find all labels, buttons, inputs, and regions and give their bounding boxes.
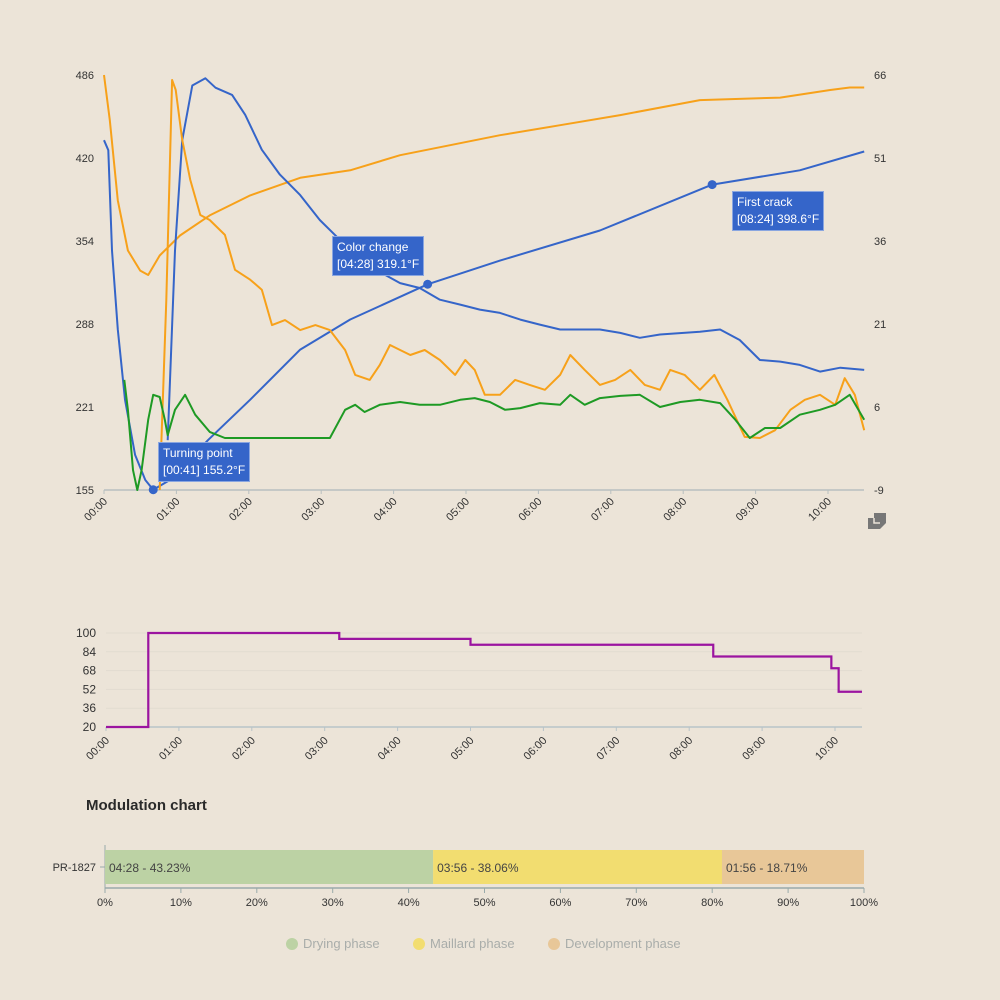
y-axis-tick-label: 20 (83, 720, 97, 734)
y-axis-tick-label: 84 (83, 645, 97, 659)
phase-bar-maillard-phase (433, 850, 722, 884)
phase-bar-label: 01:56 - 18.71% (726, 861, 808, 875)
annotation-marker (423, 279, 433, 289)
x-axis-tick-label: 02:00 (227, 496, 255, 524)
x-axis-tick-label: 01:00 (157, 735, 185, 763)
annotation-first-crack: First crack [08:24] 398.6°F (732, 191, 825, 231)
annotation-detail: [00:41] 155.2°F (163, 463, 246, 477)
x-axis-tick-label: 05:00 (444, 496, 472, 524)
legend-dot (286, 937, 298, 950)
x-axis-tick-label: 10:00 (813, 735, 841, 763)
category-label: PR-1827 (53, 862, 96, 874)
phase-bar-label: 03:56 - 38.06% (437, 861, 519, 875)
y-axis-tick-label: 68 (83, 664, 97, 678)
x-axis-tick-label: 70% (625, 897, 647, 909)
annotation-marker (148, 485, 158, 495)
x-axis-tick-label: 90% (777, 897, 799, 909)
x-axis-tick-label: 05:00 (449, 735, 477, 763)
legend-dot (413, 937, 425, 950)
x-axis-tick-label: 09:00 (740, 735, 768, 763)
legend-drying[interactable]: Drying phase (286, 936, 380, 951)
x-axis-tick-label: 50% (473, 897, 495, 909)
ror-bean-line (166, 77, 865, 441)
ror-env-line (158, 79, 866, 491)
annotation-title: First crack (737, 195, 793, 209)
x-axis-tick-label: 04:00 (376, 735, 404, 763)
x-axis-tick-label: 07:00 (589, 496, 617, 524)
left-axis-tick-label: 420 (76, 153, 94, 165)
x-axis-tick-label: 08:00 (661, 496, 689, 524)
roast-temperature-chart: 155 221 288 354 420 486 -9 6 21 36 51 66 00:00 01:00 0… (76, 70, 887, 524)
bean-temp-line (103, 139, 865, 491)
modulation-line (106, 631, 862, 729)
annotation-turning-point: Turning point [00:41] 155.2°F (158, 442, 251, 482)
x-axis-tick-label: 04:00 (372, 496, 400, 524)
right-axis-tick-label: 36 (874, 236, 886, 248)
y-axis-tick-label: 36 (83, 701, 97, 715)
annotation-detail: [08:24] 398.6°F (737, 212, 820, 226)
env-temp-line (103, 74, 865, 276)
phase-bar-label: 04:28 - 43.23% (109, 861, 191, 875)
x-axis-tick-label: 80% (701, 897, 723, 909)
phase-bar-drying-phase (105, 850, 434, 884)
phase-bar-development-phase (721, 850, 864, 884)
right-axis-tick-label: 66 (874, 70, 886, 82)
x-axis-tick-label: 00:00 (82, 496, 110, 524)
x-axis-tick-label: 06:00 (522, 735, 550, 763)
legend-label: Development phase (565, 936, 681, 951)
left-axis-tick-label: 155 (76, 485, 94, 497)
legend-label: Drying phase (303, 936, 380, 951)
annotation-marker (707, 180, 717, 190)
y-axis-tick-label: 52 (83, 682, 97, 696)
left-axis-tick-label: 288 (76, 319, 94, 331)
x-axis-tick-label: 01:00 (155, 496, 183, 524)
right-axis-tick-label: -9 (874, 485, 884, 497)
x-axis-tick-label: 02:00 (230, 735, 258, 763)
x-axis-tick-label: 00:00 (84, 735, 112, 763)
right-axis-tick-label: 6 (874, 402, 880, 414)
right-axis-tick-label: 51 (874, 153, 886, 165)
x-axis-tick-label: 08:00 (667, 735, 695, 763)
x-axis-tick-label: 03:00 (299, 496, 327, 524)
x-axis-tick-label: 100% (850, 897, 878, 909)
x-axis-tick-label: 30% (322, 897, 344, 909)
x-axis-tick-label: 09:00 (734, 496, 762, 524)
legend-maillard[interactable]: Maillard phase (413, 936, 515, 951)
x-axis-tick-label: 07:00 (594, 735, 622, 763)
modulation-chart-title: Modulation chart (86, 797, 207, 814)
legend-label: Maillard phase (430, 936, 515, 951)
right-axis-tick-label: 21 (874, 319, 886, 331)
legend-development[interactable]: Development phase (548, 936, 681, 951)
annotation-title: Color change (337, 240, 409, 254)
x-axis-tick-label: 40% (398, 897, 420, 909)
annotation-color-change: Color change [04:28] 319.1°F (332, 236, 425, 276)
left-axis-tick-label: 221 (76, 402, 94, 414)
x-axis-tick-label: 10:00 (806, 496, 834, 524)
y-axis-tick-label: 100 (76, 626, 96, 640)
x-axis-tick-label: 03:00 (303, 735, 331, 763)
left-axis-tick-label: 354 (76, 236, 94, 248)
ror-green-line (123, 379, 866, 491)
left-axis-tick-label: 486 (76, 70, 94, 82)
annotation-title: Turning point (163, 446, 233, 460)
x-axis-tick-label: 60% (549, 897, 571, 909)
legend-dot (548, 937, 560, 950)
x-axis-tick-label: 10% (170, 897, 192, 909)
x-axis-tick-label: 20% (246, 897, 268, 909)
x-axis-tick-label: 0% (97, 897, 113, 909)
x-axis-tick-label: 06:00 (517, 496, 545, 524)
logo-icon (868, 513, 886, 529)
annotation-detail: [04:28] 319.1°F (337, 257, 420, 271)
